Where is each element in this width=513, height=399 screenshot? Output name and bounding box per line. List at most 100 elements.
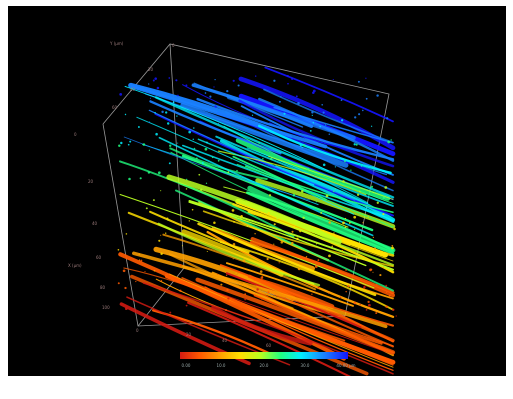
- speckle: [185, 188, 188, 190]
- fiber: [218, 292, 394, 355]
- colorbar-tick-0: 0.00: [181, 363, 191, 368]
- fiber: [196, 97, 395, 161]
- speckle: [384, 186, 388, 189]
- speckle: [395, 315, 397, 317]
- speckle: [160, 280, 163, 282]
- speckle: [259, 270, 263, 273]
- fiber: [142, 282, 394, 375]
- speckle: [233, 153, 235, 155]
- speckle: [179, 264, 182, 267]
- fiber: [273, 106, 394, 144]
- speckle: [213, 221, 216, 224]
- speckle: [314, 265, 318, 268]
- speckle: [388, 294, 391, 297]
- speckle: [124, 286, 127, 290]
- speckle: [145, 207, 148, 210]
- speckle: [124, 113, 127, 116]
- fiber: [149, 210, 250, 254]
- speckle: [365, 97, 368, 100]
- fiber: [168, 273, 394, 368]
- speckle: [175, 79, 178, 82]
- speckle: [258, 141, 261, 144]
- speckle: [359, 190, 361, 192]
- speckle: [341, 249, 344, 252]
- speckle: [125, 233, 128, 235]
- speckle: [129, 140, 132, 143]
- speckle: [153, 269, 156, 272]
- speckle: [382, 213, 385, 216]
- speckle: [280, 241, 284, 244]
- top-tick-0: 0: [172, 43, 175, 48]
- speckle: [385, 284, 388, 287]
- speckle: [316, 243, 318, 245]
- speckle: [328, 254, 331, 258]
- speckle: [309, 130, 312, 132]
- speckle: [256, 288, 259, 291]
- speckle: [251, 114, 254, 116]
- bottom-tick-1: 20: [186, 332, 192, 337]
- fiber: [119, 160, 295, 238]
- speckle: [317, 286, 320, 289]
- speckle: [267, 211, 270, 215]
- speckle: [342, 221, 345, 225]
- speckle: [169, 311, 172, 314]
- speckle: [244, 293, 247, 296]
- speckle: [214, 78, 216, 81]
- fiber: [153, 246, 296, 302]
- speckle: [387, 140, 391, 144]
- fiber: [123, 136, 310, 201]
- speckle: [237, 84, 240, 87]
- speckle: [135, 280, 137, 283]
- bottom-tick-3: 60: [266, 343, 272, 348]
- fiber: [273, 165, 396, 223]
- fiber: [263, 88, 394, 144]
- speckle: [369, 268, 372, 272]
- speckle: [391, 244, 394, 247]
- speckle: [137, 126, 140, 128]
- speckle: [148, 121, 151, 123]
- speckle: [311, 114, 313, 116]
- fiber: [258, 124, 392, 174]
- speckle: [240, 306, 243, 309]
- speckle: [324, 124, 326, 126]
- speckle: [351, 187, 354, 190]
- speckle: [339, 296, 342, 298]
- speckle: [297, 267, 301, 271]
- speckle: [359, 304, 361, 306]
- speckle: [164, 232, 167, 234]
- speckle: [373, 247, 377, 250]
- speckle: [168, 162, 171, 165]
- speckle: [161, 110, 164, 114]
- fiber: [169, 147, 268, 180]
- colorbar-tick-2: 20.0: [259, 363, 269, 368]
- axis-unit-top: Y (µm): [110, 41, 124, 46]
- speckle: [370, 185, 374, 188]
- speckle: [253, 279, 255, 281]
- speckle: [355, 143, 358, 146]
- speckle: [311, 293, 313, 295]
- speckle: [213, 86, 215, 88]
- speckle: [214, 105, 217, 108]
- speckle: [236, 169, 238, 172]
- colorbar-tick-4: 40.00 µm: [336, 363, 356, 368]
- speckle: [188, 130, 192, 134]
- speckle: [200, 188, 203, 191]
- speckle: [138, 253, 141, 255]
- fiber: [157, 222, 321, 287]
- speckle: [376, 94, 379, 97]
- speckle: [217, 123, 219, 125]
- fiber-bundle: [118, 66, 396, 376]
- fiber: [226, 262, 354, 307]
- speckle: [119, 93, 123, 96]
- speckle: [122, 269, 126, 273]
- fiber: [264, 66, 394, 123]
- top-tick-1: 20: [148, 67, 154, 72]
- speckle: [149, 97, 151, 99]
- speckle: [280, 96, 282, 98]
- speckle: [393, 227, 396, 231]
- speckle: [287, 82, 289, 85]
- speckle: [372, 191, 375, 194]
- speckle: [325, 194, 329, 198]
- left-tick-1: 20: [88, 179, 94, 184]
- speckle: [148, 83, 150, 85]
